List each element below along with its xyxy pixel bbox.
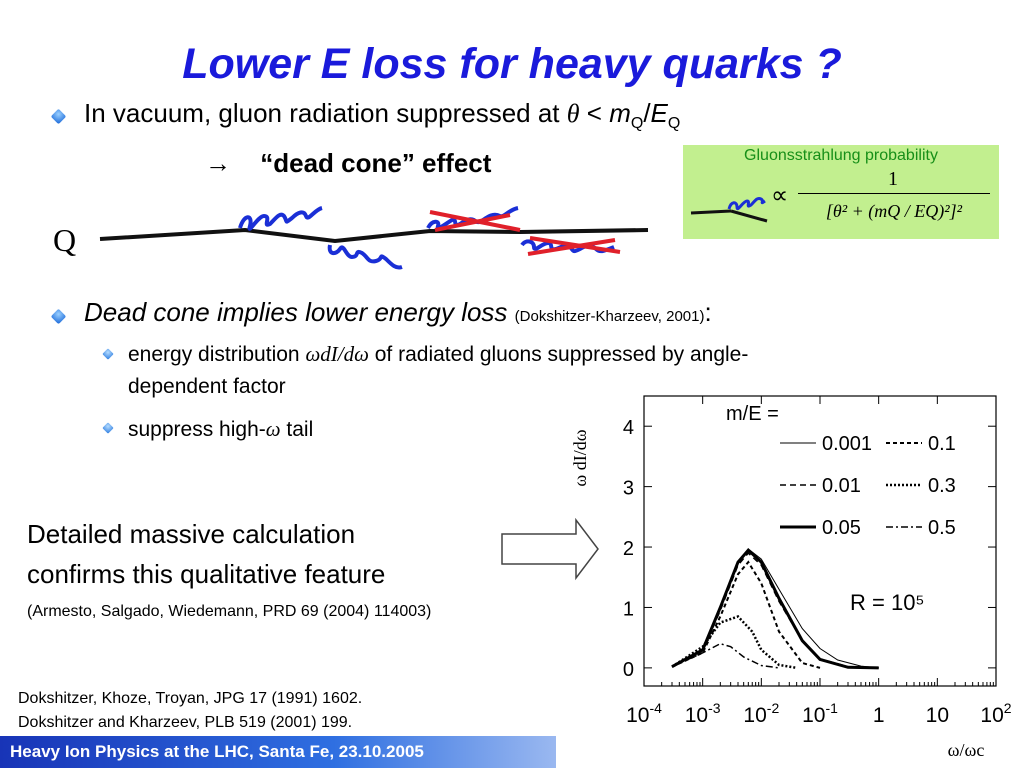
dead-cone-line: → “dead cone” effect <box>205 148 491 179</box>
bullet-vacuum: In vacuum, gluon radiation suppressed at… <box>84 98 680 139</box>
y-tick-label: 3 <box>623 478 634 500</box>
x-tick-label: 10-3 <box>685 700 721 727</box>
x-tick-label: 10 <box>926 704 949 727</box>
energy-loss-plot: 0 1 2 3 4 10-4 10-3 10-2 10-1 1 10 102 ω dI/dω ω/ωc m/… <box>570 395 1012 760</box>
y-axis-label: ω dI/dω <box>570 429 590 486</box>
sub-bullet-energy-distribution: energy distribution ωdI/dω of radiated g… <box>128 341 1008 368</box>
bullet-icon <box>50 308 67 325</box>
calculation-line-2: confirms this qualitative feature <box>27 559 386 589</box>
x-tick-label: 10-4 <box>626 700 662 727</box>
energy-symbol: E <box>650 98 668 128</box>
mass-symbol: m <box>609 98 631 128</box>
gluon-probability-box: Gluonsstrahlung probability ∝ 1 [θ² + (m… <box>683 145 999 239</box>
energy-distribution-text: energy distribution <box>128 343 306 366</box>
legend-label-0.05: 0.05 <box>822 517 861 539</box>
reference-1: Dokshitzer, Khoze, Troyan, JPG 17 (1991)… <box>18 690 363 707</box>
omega-symbol: ω <box>265 417 281 441</box>
tail-text: tail <box>280 418 314 441</box>
legend-label-0.3: 0.3 <box>928 475 956 497</box>
omega-dI-domega: ωdI/dω <box>305 342 369 366</box>
bullet-dead-cone: Dead cone implies lower energy loss (Dok… <box>84 297 712 332</box>
series-line-0.3 <box>671 615 797 670</box>
gluon-box-label: Gluonsstrahlung probability <box>744 147 938 164</box>
dependent-factor-text: dependent factor <box>128 375 286 398</box>
quark-radiation-diagram <box>99 206 649 270</box>
bullet-icon <box>50 108 67 125</box>
energy-subscript: Q <box>667 115 681 133</box>
legend-label-0.01: 0.01 <box>822 475 861 497</box>
series-line-0.1 <box>671 560 821 669</box>
cross-out-line-4 <box>527 238 616 256</box>
x-tick-label: 1 <box>873 704 885 727</box>
x-tick-label: 10-1 <box>802 700 838 727</box>
calculation-reference: (Armesto, Salgado, Wiedemann, PRD 69 (20… <box>27 603 432 620</box>
legend-label-0.1: 0.1 <box>928 433 956 455</box>
calculation-line-1: Detailed massive calculation <box>27 519 356 549</box>
fraction-bar <box>798 193 990 194</box>
y-tick-label: 4 <box>623 417 634 439</box>
proportional-symbol: ∝ <box>771 183 789 209</box>
cross-out-line-2 <box>434 213 511 232</box>
y-tick-label: 2 <box>623 538 634 560</box>
less-than: < <box>586 98 602 128</box>
right-arrow-icon: → <box>205 149 231 178</box>
fraction-denominator: [θ² + (mQ / EQ)²]² <box>825 201 963 221</box>
fraction-numerator: 1 <box>888 168 898 190</box>
y-tick-label: 0 <box>623 659 634 681</box>
gluon-emission-icon <box>690 197 768 223</box>
legend-title: m/E = <box>726 403 779 425</box>
footer-bar <box>0 736 556 768</box>
suppress-high-text: suppress high- <box>128 418 266 441</box>
legend-label-0.001: 0.001 <box>822 433 872 455</box>
ratio-slash: / <box>643 98 651 128</box>
x-tick-label: 10-2 <box>743 700 779 727</box>
dead-cone-implies-text: Dead cone implies lower energy loss <box>84 297 508 327</box>
quark-label: Q <box>53 222 77 258</box>
suppressed-by-text: of radiated gluons suppressed by angle- <box>368 343 749 366</box>
sub-bullet-suppress-tail: suppress high-ω tail <box>128 416 313 443</box>
right-arrow-icon <box>501 518 599 581</box>
sub-bullet-icon <box>102 422 114 434</box>
r-annotation: R = 10⁵ <box>850 590 925 615</box>
gluon-coil-2 <box>327 244 403 270</box>
theta-symbol: θ <box>566 99 580 128</box>
quark-line <box>99 227 649 244</box>
gluon-coil-1 <box>238 206 323 231</box>
reference-2: Dokshitzer and Kharzeev, PLB 519 (2001) … <box>18 714 353 731</box>
footer-text: Heavy Ion Physics at the LHC, Santa Fe, … <box>10 742 424 761</box>
slide-title: Lower E loss for heavy quarks ? <box>182 40 842 88</box>
sub-bullet-icon <box>102 348 114 360</box>
y-tick-label: 1 <box>623 598 634 620</box>
series-line-0.5 <box>671 642 780 669</box>
x-tick-label: 102 <box>980 700 1011 727</box>
dead-cone-reference: (Dokshitzer-Kharzeev, 2001) <box>514 308 705 325</box>
series-line-0.05 <box>671 547 879 670</box>
legend-label-0.5: 0.5 <box>928 517 956 539</box>
bullet-vacuum-text: In vacuum, gluon radiation suppressed at <box>84 98 560 128</box>
x-axis-label: ω/ωc <box>948 740 985 760</box>
mass-subscript: Q <box>630 115 644 133</box>
dead-cone-text: “dead cone” effect <box>260 148 492 178</box>
colon: : <box>704 297 712 327</box>
